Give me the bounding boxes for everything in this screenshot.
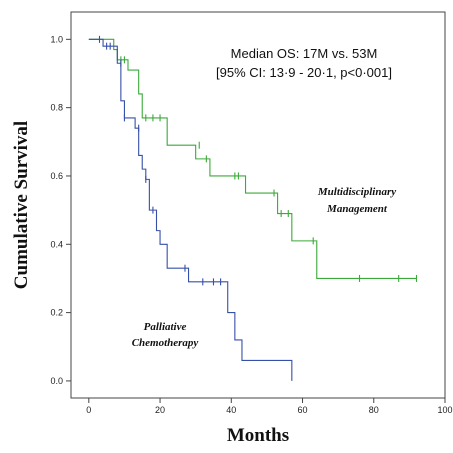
series-label-palliative-line-2: Chemotherapy: [132, 337, 199, 349]
y-tick-label: 1.0: [50, 34, 63, 44]
series-label-multidisciplinary-line-1: Multidisciplinary: [317, 186, 396, 198]
y-tick-label: 0.0: [50, 376, 63, 386]
y-tick-label: 0.6: [50, 171, 63, 181]
axis-ticks: 0 20 40 60 80 100 0.0 0.2 0.4 0.6 0.8 1.0: [50, 34, 452, 415]
x-tick-label: 80: [369, 405, 379, 415]
x-axis-title: Months: [227, 425, 289, 446]
annotation-line-2: [95% CI: 13·9 - 20·1, p<0·001]: [216, 65, 392, 80]
x-tick-label: 100: [437, 405, 452, 415]
y-axis-title: Cumulative Survival: [11, 121, 32, 289]
x-tick-label: 20: [155, 405, 165, 415]
series-label-multidisciplinary-line-2: Management: [326, 203, 388, 215]
annotation-line-1: Median OS: 17M vs. 53M: [231, 46, 378, 61]
y-tick-label: 0.2: [50, 308, 63, 318]
series-label-palliative-line-1: Palliative: [144, 321, 187, 333]
x-tick-label: 60: [298, 405, 308, 415]
y-tick-label: 0.4: [50, 239, 63, 249]
x-tick-label: 40: [226, 405, 236, 415]
survival-curve: [88, 38, 417, 279]
survival-curve: [88, 38, 293, 381]
series-layer: [88, 35, 418, 381]
series-group-1: [88, 35, 293, 381]
y-tick-label: 0.8: [50, 103, 63, 113]
plot-frame: [70, 11, 446, 399]
x-tick-label: 0: [86, 405, 91, 415]
